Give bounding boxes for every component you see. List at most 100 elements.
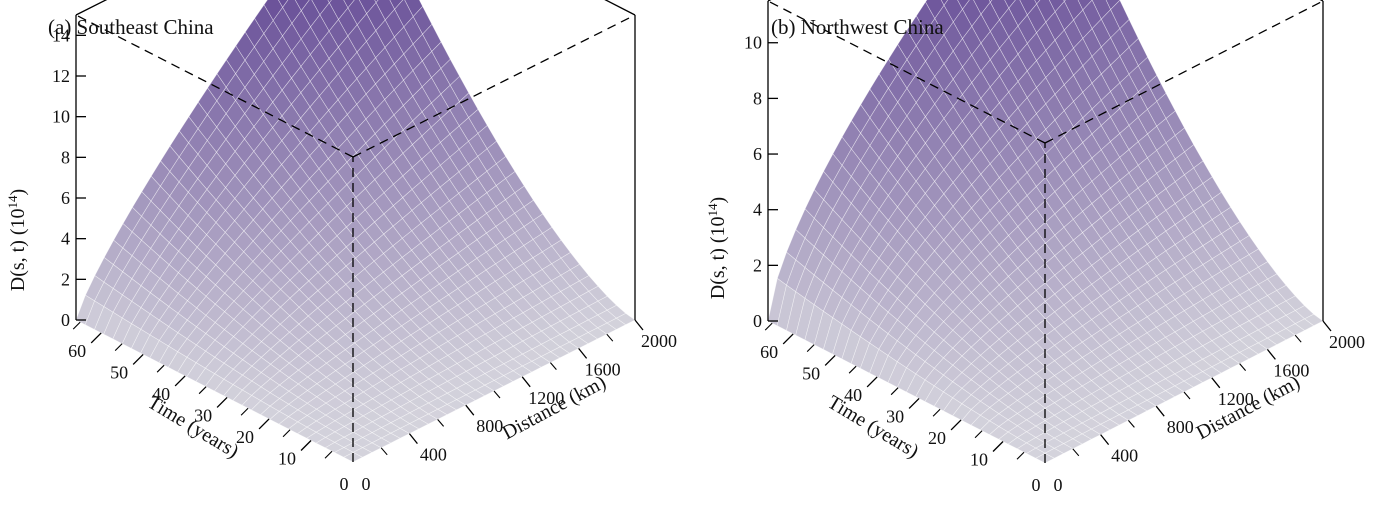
- surface-patch: [278, 0, 289, 8]
- time-tick-mark: [950, 419, 962, 431]
- time-minor-tick: [890, 387, 899, 396]
- time-tick-mark: [300, 440, 312, 451]
- time-tick-label: 50: [110, 362, 128, 382]
- z-tick-label: 0: [753, 311, 762, 331]
- time-tick-label: 20: [236, 427, 254, 447]
- tick-layer: 0 2 4 6 8 10 12 14 0 10 20 30 40 50 60 0 400 800 1200 1600 2…: [52, 25, 677, 494]
- distance-minor-tick: [549, 362, 557, 370]
- distance-axis-label: Distance (km): [1193, 371, 1304, 444]
- time-tick-mark: [866, 376, 878, 388]
- distance-tick-mark: [408, 433, 418, 445]
- panel-southeast-china: 0 2 4 6 8 10 12 14 0 10 20 30 40 50 60 0 400 800 1200 1600 2…: [5, 0, 677, 494]
- time-axis-label: Time (years): [824, 391, 923, 462]
- time-tick-mark: [824, 354, 836, 366]
- distance-minor-tick: [1072, 448, 1080, 457]
- distance-tick-mark: [1322, 320, 1332, 332]
- tick-layer: 0 2 4 6 8 10 0 10 20 30 40 50 60 0 400 800 1200 1600 2000: [744, 33, 1365, 495]
- z-axis-label: D(s, t) (1014): [5, 189, 29, 291]
- box-frame: [75, 0, 636, 462]
- distance-tick-mark: [521, 376, 531, 388]
- time-tick-mark: [258, 418, 270, 430]
- z-tick-label: 4: [61, 229, 70, 249]
- z-tick-label: 4: [753, 200, 762, 220]
- surface-layer: [75, 0, 636, 463]
- distance-tick-mark: [1211, 377, 1221, 389]
- distance-tick-label: 2000: [641, 331, 677, 351]
- frame-edge-dashed: [75, 14, 354, 158]
- frame-edge-dashed: [352, 14, 636, 158]
- z-tick-label: 2: [61, 269, 70, 289]
- frame-edge-dashed: [1044, 0, 1324, 144]
- time-tick-mark: [782, 333, 794, 345]
- time-tick-mark: [132, 353, 144, 365]
- z-tick-label: 2: [753, 255, 762, 275]
- z-tick-label: 10: [52, 107, 70, 127]
- distance-tick-label: 1200: [528, 388, 564, 408]
- distance-minor-tick: [437, 419, 445, 427]
- distance-tick-label: 400: [420, 445, 447, 465]
- time-minor-tick: [1016, 451, 1025, 460]
- time-tick-label: 30: [886, 406, 904, 426]
- time-minor-tick: [282, 429, 291, 438]
- time-minor-tick: [114, 343, 123, 352]
- z-tick-label: 6: [61, 188, 70, 208]
- distance-tick-mark: [1155, 405, 1165, 417]
- distance-tick-label: 800: [476, 416, 503, 436]
- time-minor-tick: [806, 344, 815, 353]
- distance-tick-mark: [1100, 434, 1110, 446]
- distance-tick-label: 0: [362, 474, 371, 494]
- time-minor-tick: [764, 322, 773, 331]
- distance-minor-tick: [380, 447, 388, 456]
- distance-tick-label: 2000: [1329, 332, 1365, 352]
- time-minor-tick: [72, 321, 81, 330]
- distance-tick-mark: [1266, 348, 1276, 360]
- time-minor-tick: [848, 365, 857, 374]
- z-tick-label: 8: [61, 147, 70, 167]
- panel-title: (a) Southeast China: [48, 15, 214, 39]
- time-tick-label: 20: [928, 428, 946, 448]
- distance-tick-label: 1600: [585, 359, 621, 379]
- z-tick-label: 0: [61, 310, 70, 330]
- surface-patch: [1034, 0, 1041, 5]
- z-tick-label: 14: [52, 25, 70, 45]
- distance-minor-tick: [606, 333, 614, 342]
- time-tick-label: 0: [1032, 475, 1041, 495]
- time-tick-label: 40: [844, 385, 862, 405]
- time-tick-label: 60: [760, 342, 778, 362]
- distance-tick-mark: [634, 319, 644, 331]
- time-minor-tick: [932, 408, 941, 417]
- distance-tick-mark: [465, 404, 475, 416]
- panel-title: (b) Northwest China: [771, 15, 944, 39]
- time-tick-label: 10: [278, 448, 296, 468]
- time-tick-label: 40: [152, 384, 170, 404]
- distance-minor-tick: [493, 390, 501, 399]
- time-tick-label: 0: [340, 474, 349, 494]
- box-frame: [767, 0, 1324, 463]
- time-tick-mark: [908, 397, 920, 409]
- distance-axis-label: Distance (km): [499, 371, 610, 444]
- time-tick-mark: [992, 441, 1004, 452]
- z-tick-label: 6: [753, 144, 762, 164]
- z-tick-label: 10: [744, 33, 762, 53]
- distance-tick-label: 0: [1054, 475, 1063, 495]
- time-minor-tick: [156, 364, 165, 373]
- time-tick-label: 30: [194, 405, 212, 425]
- distance-minor-tick: [1127, 420, 1135, 428]
- time-tick-label: 60: [68, 341, 86, 361]
- distance-minor-tick: [1239, 363, 1247, 371]
- time-minor-tick: [324, 450, 333, 459]
- time-minor-tick: [198, 386, 207, 395]
- time-tick-mark: [216, 396, 228, 408]
- z-axis-label: D(s, t) (1014): [705, 197, 729, 299]
- time-tick-label: 10: [970, 449, 988, 469]
- frame-edge-dashed: [767, 0, 1046, 144]
- z-tick-label: 12: [52, 66, 70, 86]
- time-tick-label: 50: [802, 363, 820, 383]
- distance-tick-label: 800: [1167, 417, 1194, 437]
- distance-tick-label: 400: [1111, 446, 1138, 466]
- time-axis-label: Time (years): [144, 391, 243, 462]
- distance-tick-label: 1600: [1273, 360, 1309, 380]
- distance-minor-tick: [1183, 391, 1191, 400]
- distance-minor-tick: [1294, 334, 1302, 343]
